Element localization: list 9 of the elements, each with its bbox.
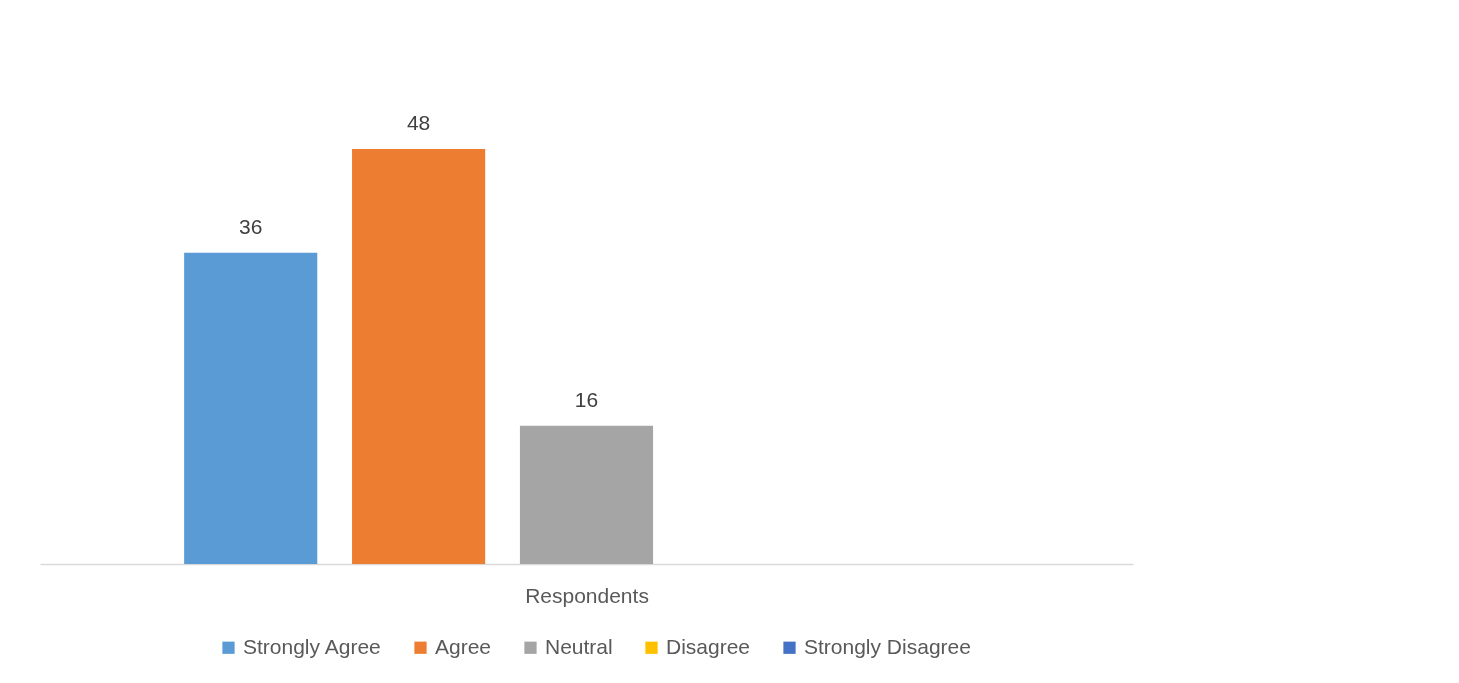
legend-label: Strongly Agree xyxy=(243,634,381,658)
legend-label: Disagree xyxy=(666,634,751,658)
data-label: 16 xyxy=(574,387,599,411)
legend-label: Neutral xyxy=(545,634,613,658)
data-label: 36 xyxy=(239,214,263,238)
legend-label: Agree xyxy=(435,634,492,658)
x-axis-title: Respondents xyxy=(525,583,649,607)
legend-label: Strongly Disagree xyxy=(804,634,971,658)
data-label: 48 xyxy=(406,111,431,134)
